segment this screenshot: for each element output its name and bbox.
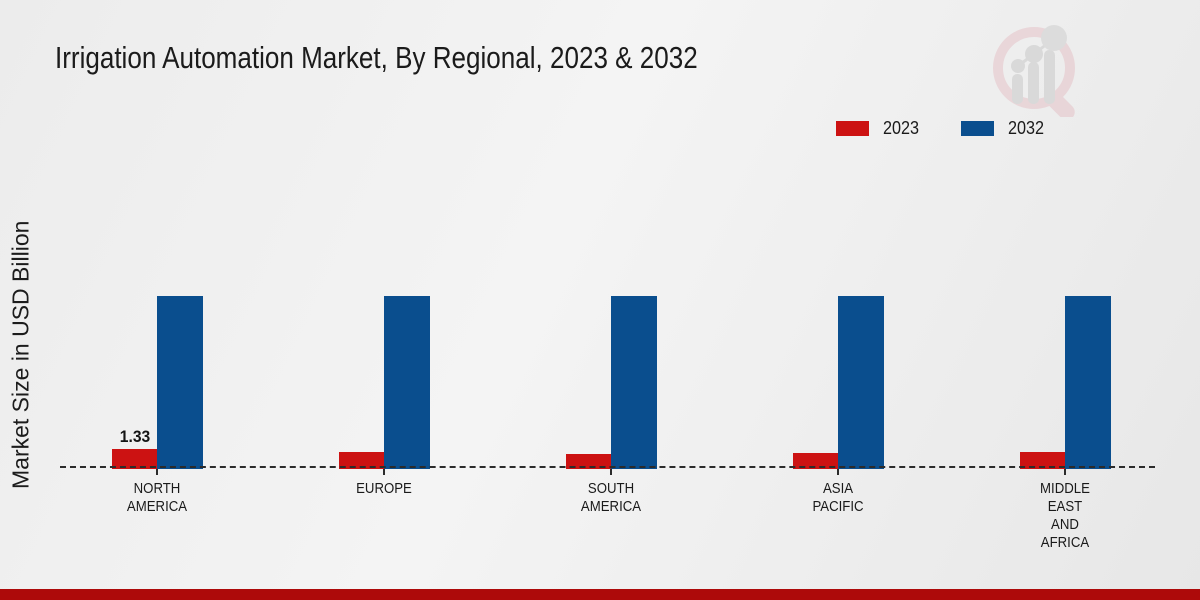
legend-swatch-2032 bbox=[960, 121, 994, 136]
bar-2023-south-america bbox=[566, 454, 611, 469]
bar-2032-north-america bbox=[157, 296, 203, 469]
x-axis-tick bbox=[383, 469, 385, 475]
bar-2023-europe bbox=[339, 452, 384, 469]
legend-swatch-2023 bbox=[835, 121, 869, 136]
bar-value-label: 1.33 bbox=[119, 427, 150, 446]
category-label-asia-pacific: ASIA PACIFIC bbox=[812, 480, 864, 515]
category-label-europe: EUROPE bbox=[356, 480, 412, 497]
bar-2032-europe bbox=[384, 296, 430, 469]
category-label-south-america: SOUTH AMERICA bbox=[580, 480, 642, 515]
legend-item-2032: 2032 bbox=[960, 118, 1048, 139]
bar-2032-middle-east-and-africa bbox=[1065, 296, 1111, 469]
bar-2023-north-america bbox=[112, 449, 157, 469]
bar-2032-south-america bbox=[611, 296, 657, 469]
x-axis-tick bbox=[156, 469, 158, 475]
legend: 2023 2032 bbox=[835, 118, 1048, 139]
legend-label-2032: 2032 bbox=[1007, 118, 1044, 138]
zero-baseline bbox=[60, 466, 1155, 468]
legend-item-2023: 2023 bbox=[835, 118, 923, 139]
x-axis-tick bbox=[1064, 469, 1066, 475]
category-label-north-america: NORTH AMERICA bbox=[126, 480, 188, 515]
chart-title: Irrigation Automation Market, By Regiona… bbox=[55, 40, 698, 75]
legend-label-2023: 2023 bbox=[882, 118, 919, 138]
bar-2023-middle-east-and-africa bbox=[1020, 452, 1065, 469]
footer-accent-bar bbox=[0, 589, 1200, 600]
bar-2032-asia-pacific bbox=[838, 296, 884, 469]
category-label-middle-east-and-africa: MIDDLE EAST AND AFRICA bbox=[1040, 480, 1090, 551]
bar-2023-asia-pacific bbox=[793, 453, 838, 469]
magnifier-bar-chart-logo-watermark bbox=[993, 25, 1075, 117]
x-axis-tick bbox=[837, 469, 839, 475]
x-axis-tick bbox=[610, 469, 612, 475]
